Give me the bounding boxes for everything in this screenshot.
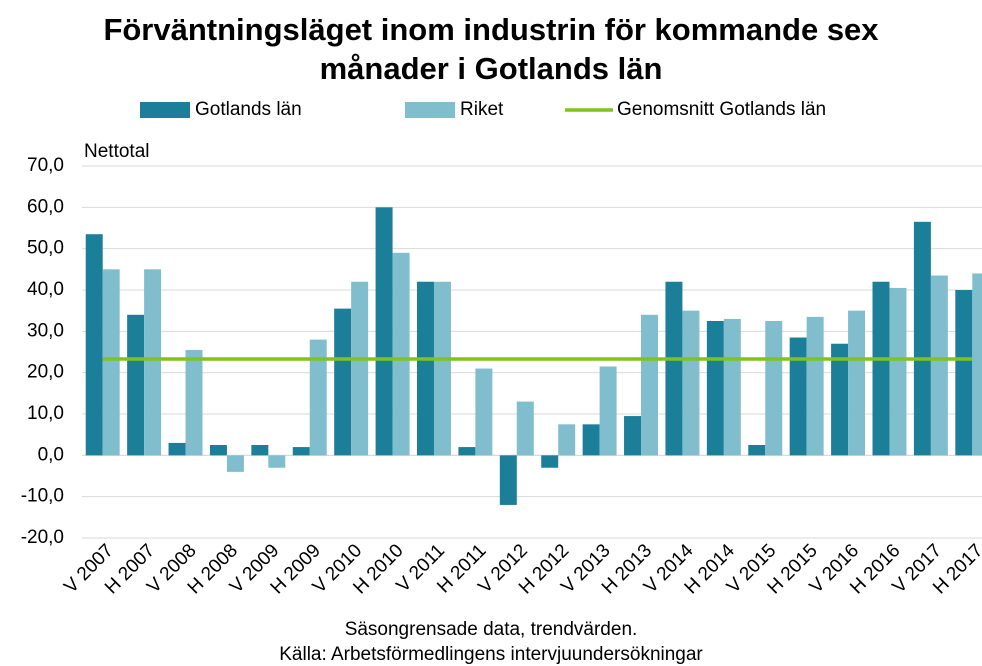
y-tick-label: 0,0 (38, 444, 64, 465)
bar (848, 310, 866, 456)
bar (789, 337, 807, 456)
bar (748, 445, 766, 456)
legend-label: Riket (460, 99, 504, 120)
y-tick-label: 70,0 (27, 155, 64, 176)
bar (458, 447, 476, 456)
y-tick-label: 30,0 (27, 320, 64, 341)
y-tick-label: 10,0 (27, 403, 64, 424)
bar (624, 416, 642, 456)
legend-swatch (140, 102, 190, 118)
legend-label: Gotlands län (195, 99, 302, 120)
bar (85, 234, 103, 456)
bar (127, 314, 145, 456)
bar (268, 455, 286, 468)
bar (930, 275, 948, 456)
bar (516, 401, 534, 456)
y-tick-label: 40,0 (27, 279, 64, 300)
bar (641, 314, 659, 456)
bar (392, 252, 410, 456)
bar (475, 368, 493, 456)
bar (831, 343, 849, 456)
bar (765, 321, 783, 456)
bar (582, 424, 600, 456)
bar (872, 281, 890, 456)
bar (889, 287, 907, 456)
chart-title: månader i Gotlands län (320, 51, 663, 86)
bar (102, 269, 120, 456)
legend-label: Genomsnitt Gotlands län (617, 99, 826, 120)
bar (226, 455, 244, 472)
y-tick-label: -10,0 (21, 486, 64, 507)
chart-title: Förväntningsläget inom industrin för kom… (103, 12, 879, 47)
legend-swatch (405, 102, 455, 118)
y-tick-label: 60,0 (27, 196, 64, 217)
bar (292, 447, 310, 456)
bar (351, 281, 369, 456)
bar (209, 445, 227, 456)
bar (806, 316, 824, 456)
bar (251, 445, 269, 456)
source-note: Säsongrensade data, trendvärden. (345, 619, 638, 640)
bar (913, 221, 931, 456)
y-axis-label: Nettotal (84, 141, 149, 162)
bar (955, 290, 973, 456)
bar (541, 455, 559, 468)
bar (723, 318, 741, 456)
y-tick-label: 20,0 (27, 362, 64, 383)
y-tick-label: -20,0 (21, 527, 64, 548)
bar (599, 366, 617, 456)
bar (682, 310, 700, 456)
source-note: Källa: Arbetsförmedlingens intervjuunder… (279, 644, 703, 665)
bar (972, 273, 982, 456)
bar (309, 339, 327, 456)
bar (185, 349, 203, 456)
y-tick-label: 50,0 (27, 238, 64, 259)
bar (433, 281, 451, 456)
bar (416, 281, 434, 456)
bar (144, 269, 162, 456)
bar (665, 281, 683, 456)
bar (375, 207, 393, 456)
bar (706, 321, 724, 456)
bar (558, 424, 576, 456)
bar (499, 455, 517, 505)
bar (334, 308, 352, 456)
bar (168, 442, 186, 456)
